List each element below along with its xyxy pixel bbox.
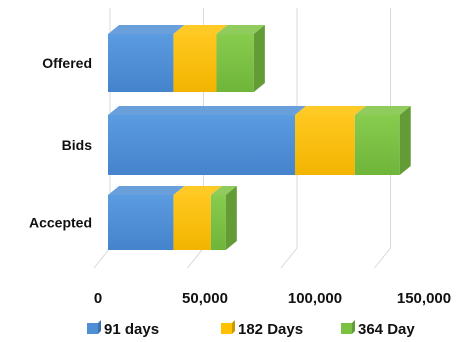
bar-front-face <box>210 195 226 250</box>
legend-label: 91 days <box>104 321 159 338</box>
legend-swatch <box>221 323 232 334</box>
legend-label: 364 Day <box>358 321 415 338</box>
bar-top-face <box>354 106 411 115</box>
legend-item[interactable]: 91 days <box>87 320 159 338</box>
gridline-floor <box>374 247 391 269</box>
bar-segment <box>108 186 185 250</box>
bar-top-face <box>216 25 265 34</box>
category-label-offered: Offered <box>42 55 92 71</box>
category-label-bids: Bids <box>62 137 93 153</box>
legend-swatch-side <box>98 320 101 334</box>
bar-front-face <box>108 195 174 250</box>
bar-segment <box>210 186 237 250</box>
bar-front-face <box>173 195 211 250</box>
bar-segment <box>108 106 306 175</box>
gridline-floor <box>93 247 111 269</box>
bar-top-face <box>173 25 228 34</box>
bar-side-face <box>253 25 265 92</box>
bar-front-face <box>295 115 355 175</box>
bar-top-face <box>108 106 306 115</box>
gridline-floor <box>280 247 298 269</box>
legend-swatch <box>341 323 352 334</box>
legend-item[interactable]: 364 Day <box>341 320 415 338</box>
bar-top-face <box>108 186 185 195</box>
legend-label: 182 Days <box>238 321 303 338</box>
bar-top-face <box>210 186 237 195</box>
bar-segment <box>295 106 366 175</box>
bar-top-face <box>173 186 222 195</box>
legend-swatch-side <box>232 320 235 334</box>
x-tick-label: 150,000 <box>397 290 451 307</box>
x-tick-label: 50,000 <box>182 290 228 307</box>
bar-segment <box>173 186 222 250</box>
bar-top-face <box>295 106 366 115</box>
bar-segment <box>108 25 185 92</box>
legend-swatch <box>87 323 98 334</box>
bar-segment <box>173 25 228 92</box>
bar-segment <box>354 106 411 175</box>
gridline-floor <box>187 247 204 269</box>
bar-front-face <box>173 34 217 92</box>
bar-front-face <box>108 115 295 175</box>
bar-front-face <box>216 34 254 92</box>
bar-front-face <box>108 34 174 92</box>
bar-front-face <box>354 115 400 175</box>
x-tick-label: 0 <box>94 290 102 307</box>
bar-side-face <box>399 106 411 175</box>
bar-top-face <box>108 25 185 34</box>
x-tick-label: 100,000 <box>288 290 342 307</box>
bar-segment <box>216 25 265 92</box>
legend-swatch-side <box>352 320 355 334</box>
bar-side-face <box>225 186 237 250</box>
category-label-accepted: Accepted <box>29 215 92 231</box>
bar-group-offered <box>108 25 265 92</box>
legend-item[interactable]: 182 Days <box>221 320 303 338</box>
bar-group-bids <box>108 106 411 175</box>
bar-group-accepted <box>108 186 237 250</box>
